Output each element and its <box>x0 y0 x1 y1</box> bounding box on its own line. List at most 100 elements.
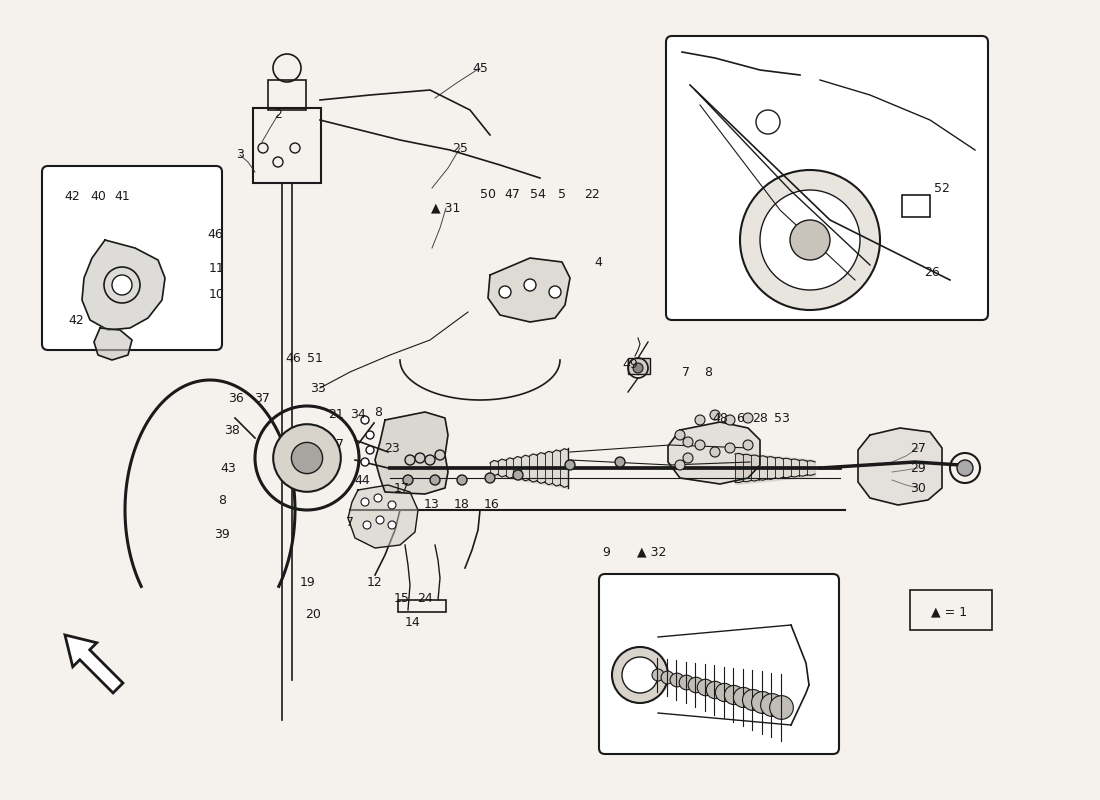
Text: 12: 12 <box>367 575 383 589</box>
FancyBboxPatch shape <box>42 166 222 350</box>
Text: 8: 8 <box>374 406 382 418</box>
Polygon shape <box>668 422 760 484</box>
Circle shape <box>632 363 644 373</box>
Circle shape <box>499 286 512 298</box>
Bar <box>910 590 992 630</box>
Text: 38: 38 <box>224 423 240 437</box>
Text: 21: 21 <box>328 409 344 422</box>
Text: 15: 15 <box>394 591 410 605</box>
Circle shape <box>456 475 468 485</box>
Text: 43: 43 <box>220 462 235 474</box>
Circle shape <box>415 453 425 463</box>
Text: 50: 50 <box>480 189 496 202</box>
Text: 34: 34 <box>350 409 366 422</box>
Circle shape <box>363 521 371 529</box>
Text: 51: 51 <box>307 351 323 365</box>
Text: 52: 52 <box>934 182 950 194</box>
Circle shape <box>683 437 693 447</box>
Text: 29: 29 <box>910 462 926 474</box>
Text: 44: 44 <box>354 474 370 486</box>
Text: 4: 4 <box>594 255 602 269</box>
Circle shape <box>715 683 734 702</box>
Circle shape <box>697 679 714 696</box>
Circle shape <box>706 682 724 698</box>
Polygon shape <box>94 328 132 360</box>
Circle shape <box>760 694 783 717</box>
Circle shape <box>376 516 384 524</box>
Circle shape <box>612 647 668 703</box>
Circle shape <box>366 431 374 439</box>
Text: 7: 7 <box>336 438 344 451</box>
Text: 8: 8 <box>704 366 712 378</box>
Text: 47: 47 <box>504 189 520 202</box>
Text: 53: 53 <box>774 411 790 425</box>
Circle shape <box>675 460 685 470</box>
Text: 3: 3 <box>236 149 244 162</box>
Circle shape <box>513 470 522 480</box>
Circle shape <box>957 460 974 476</box>
Circle shape <box>652 669 664 681</box>
Text: 14: 14 <box>405 615 421 629</box>
Text: 24: 24 <box>417 591 433 605</box>
Text: 16: 16 <box>484 498 499 511</box>
Circle shape <box>361 416 368 424</box>
Circle shape <box>710 410 720 420</box>
Circle shape <box>403 475 412 485</box>
Text: 42: 42 <box>64 190 80 203</box>
Circle shape <box>740 170 880 310</box>
Text: 41: 41 <box>114 190 130 203</box>
Text: 18: 18 <box>454 498 470 511</box>
Text: 45: 45 <box>472 62 488 74</box>
Bar <box>398 600 446 612</box>
FancyBboxPatch shape <box>600 574 839 754</box>
Text: 13: 13 <box>425 498 440 511</box>
Polygon shape <box>348 485 418 548</box>
Circle shape <box>734 687 754 707</box>
Text: 10: 10 <box>209 289 224 302</box>
Text: 5: 5 <box>558 189 566 202</box>
Circle shape <box>742 440 754 450</box>
Text: 7: 7 <box>346 515 354 529</box>
Text: 19: 19 <box>300 575 316 589</box>
Circle shape <box>725 443 735 453</box>
FancyBboxPatch shape <box>666 36 988 320</box>
Text: ▲ 32: ▲ 32 <box>637 546 667 558</box>
Text: 28: 28 <box>752 411 768 425</box>
Circle shape <box>770 696 793 719</box>
Text: 20: 20 <box>305 609 321 622</box>
Circle shape <box>760 190 860 290</box>
Bar <box>268 80 306 110</box>
Text: ▲ 31: ▲ 31 <box>431 202 461 214</box>
Text: 17: 17 <box>394 482 410 494</box>
Circle shape <box>695 440 705 450</box>
Text: 42: 42 <box>68 314 84 326</box>
Polygon shape <box>65 635 123 693</box>
Text: 8: 8 <box>218 494 226 506</box>
Bar <box>628 358 650 374</box>
Bar <box>902 195 930 217</box>
Circle shape <box>751 691 773 714</box>
Polygon shape <box>375 412 448 494</box>
Circle shape <box>425 455 435 465</box>
Circle shape <box>565 460 575 470</box>
Circle shape <box>675 430 685 440</box>
Text: 9: 9 <box>602 546 609 558</box>
Circle shape <box>742 690 763 710</box>
Text: 6: 6 <box>736 411 744 425</box>
Text: 33: 33 <box>310 382 326 394</box>
Circle shape <box>670 673 684 687</box>
Circle shape <box>695 415 705 425</box>
Polygon shape <box>82 240 165 330</box>
Text: 37: 37 <box>254 391 270 405</box>
Circle shape <box>388 521 396 529</box>
Text: 25: 25 <box>452 142 468 154</box>
Circle shape <box>524 279 536 291</box>
Text: 36: 36 <box>228 391 244 405</box>
Circle shape <box>366 446 374 454</box>
Text: 2: 2 <box>274 109 282 122</box>
Circle shape <box>683 453 693 463</box>
Circle shape <box>112 275 132 295</box>
Text: ▲ = 1: ▲ = 1 <box>931 606 967 618</box>
Text: 49: 49 <box>623 358 638 371</box>
Text: 11: 11 <box>209 262 224 274</box>
